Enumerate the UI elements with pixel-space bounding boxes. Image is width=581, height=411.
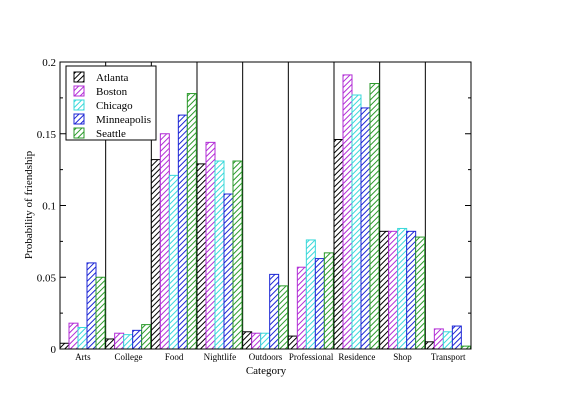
bar-atlanta-shop: [379, 230, 390, 350]
legend-label-chicago: Chicago: [96, 100, 133, 112]
bar-minneapolis-professional: [314, 258, 325, 350]
bar-chicago-arts: [77, 326, 88, 350]
bar-minneapolis-arts: [86, 262, 97, 350]
y-tick-label: 0.1: [42, 201, 56, 213]
legend-swatch-atlanta: [73, 71, 85, 83]
bar-atlanta-food: [150, 159, 161, 350]
bar-atlanta-arts: [59, 342, 70, 350]
bar-chicago-nightlife: [214, 160, 225, 350]
bar-seattle-arts: [95, 276, 106, 350]
legend-swatch-boston: [73, 85, 85, 97]
bar-chicago-transport: [442, 331, 453, 350]
bar-seattle-food: [186, 93, 197, 350]
bar-boston-nightlife: [205, 141, 216, 350]
y-axis-label: Probability of friendship: [23, 150, 35, 259]
x-axis-label: Category: [246, 365, 287, 377]
bar-minneapolis-shop: [406, 230, 417, 350]
bar-seattle-nightlife: [232, 160, 243, 350]
x-tick-label-college: College: [115, 352, 143, 362]
bar-atlanta-outdoors: [242, 331, 253, 350]
bar-atlanta-transport: [424, 341, 435, 350]
bars-group: [59, 74, 471, 350]
bar-seattle-outdoors: [278, 285, 289, 350]
y-tick-label: 0.15: [37, 129, 57, 141]
y-tick-label: 0.2: [42, 57, 56, 69]
x-axis: Arts College Food Nightlife Outdoors Professi…: [75, 352, 466, 362]
bar-atlanta-nightlife: [196, 163, 207, 350]
legend-swatch-chicago: [73, 99, 85, 111]
bar-chicago-residence: [351, 94, 362, 350]
y-tick-label: 0: [51, 344, 57, 356]
bar-seattle-shop: [415, 236, 426, 350]
x-tick-label-professional: Professional: [289, 352, 334, 362]
bar-boston-professional: [296, 266, 307, 350]
x-tick-label-outdoors: Outdoors: [249, 352, 283, 362]
legend-label-seattle: Seattle: [96, 128, 126, 140]
legend-swatch-seattle: [73, 127, 85, 139]
bar-chicago-food: [168, 174, 179, 350]
bar-chicago-professional: [305, 239, 316, 350]
bar-chicago-outdoors: [260, 332, 271, 350]
x-tick-label-residence: Residence: [338, 352, 375, 362]
bar-atlanta-professional: [287, 335, 298, 350]
bar-boston-college: [114, 332, 125, 350]
bar-atlanta-residence: [333, 138, 344, 350]
bar-boston-residence: [342, 74, 353, 350]
x-tick-label-shop: Shop: [393, 352, 412, 362]
x-tick-label-nightlife: Nightlife: [204, 352, 237, 362]
x-tick-label-transport: Transport: [431, 352, 466, 362]
bar-seattle-college: [141, 324, 152, 350]
bar-chicago-shop: [397, 227, 408, 350]
x-tick-label-food: Food: [165, 352, 184, 362]
legend-label-minneapolis: Minneapolis: [96, 114, 151, 126]
y-axis: 0 0.05 0.1 0.15 0.2: [37, 57, 471, 356]
bar-boston-food: [159, 133, 170, 350]
bar-minneapolis-transport: [451, 325, 462, 350]
legend: Atlanta Boston Chicago Minneapolis Seattle: [65, 65, 157, 141]
bar-minneapolis-food: [177, 114, 188, 350]
bar-atlanta-college: [105, 338, 116, 350]
bar-seattle-residence: [369, 83, 380, 350]
bar-minneapolis-residence: [360, 107, 371, 350]
bar-boston-shop: [388, 230, 399, 350]
bar-seattle-professional: [323, 252, 334, 350]
bar-minneapolis-college: [132, 329, 143, 350]
legend-label-atlanta: Atlanta: [96, 72, 128, 84]
legend-label-boston: Boston: [96, 86, 128, 98]
bar-chicago-college: [123, 334, 134, 350]
bar-minneapolis-nightlife: [223, 193, 234, 350]
x-tick-label-arts: Arts: [75, 352, 91, 362]
bar-boston-transport: [433, 328, 444, 350]
bar-minneapolis-outdoors: [269, 273, 280, 350]
legend-swatch-minneapolis: [73, 113, 85, 125]
y-tick-label: 0.05: [37, 272, 57, 284]
bar-boston-outdoors: [251, 332, 262, 350]
bar-boston-arts: [68, 322, 79, 350]
